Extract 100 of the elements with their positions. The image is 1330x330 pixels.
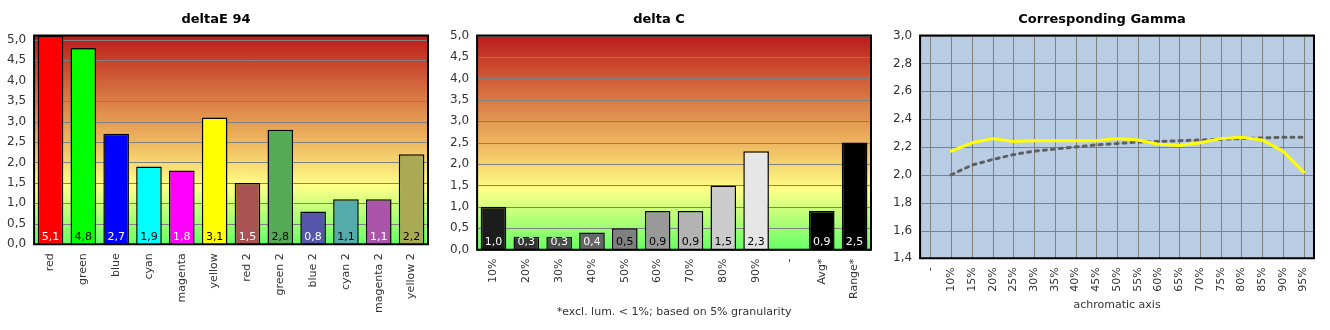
- x-tick-label: 80%: [716, 258, 730, 284]
- data-label: 1,5: [714, 235, 733, 248]
- y-tick-label: 0,5: [6, 215, 27, 230]
- x-tick-label: 95%: [1296, 267, 1310, 292]
- x-tick-label: red 2: [240, 253, 254, 282]
- x-tick-label: -: [781, 258, 795, 263]
- x-tick-label: blue: [109, 253, 123, 278]
- y-tick-label: 2,8: [892, 55, 913, 70]
- data-label: 0,4: [583, 235, 601, 248]
- y-tick-label: 0,0: [449, 241, 470, 256]
- data-label: 1,0: [484, 235, 503, 248]
- x-tick-label: 90%: [1275, 267, 1289, 292]
- x-tick-label: magenta: [174, 253, 188, 303]
- y-tick-label: 1,4: [892, 250, 913, 265]
- y-tick-label: 2,0: [892, 166, 913, 181]
- x-tick-label: 65%: [1172, 267, 1186, 292]
- data-label: 0,9: [681, 235, 700, 248]
- data-label: 2,2: [402, 229, 421, 243]
- data-label: 2,3: [747, 235, 765, 248]
- x-tick-label: 55%: [1130, 267, 1144, 292]
- data-label: 1,8: [173, 229, 191, 243]
- x-tick-label: 70%: [1192, 267, 1206, 292]
- y-tick-label: 4,5: [449, 49, 470, 64]
- y-tick-label: 2,0: [6, 154, 27, 169]
- y-tick-label: 0,0: [6, 236, 27, 251]
- y-tick-label: 1,5: [6, 175, 27, 190]
- x-tick-label: 35%: [1047, 267, 1061, 292]
- x-tick-label: 50%: [617, 258, 631, 284]
- y-tick-label: 4,0: [6, 72, 27, 87]
- x-tick-label: yellow: [207, 253, 221, 289]
- data-label: 5,1: [41, 229, 60, 243]
- x-tick-label: -: [923, 267, 937, 272]
- y-tick-label: 5,0: [6, 31, 27, 46]
- data-label: 3,1: [205, 229, 224, 243]
- x-tick-label: blue 2: [305, 253, 319, 288]
- data-label: 0,9: [813, 235, 831, 248]
- x-tick-label: 60%: [1151, 267, 1165, 292]
- x-tick-label: 50%: [1109, 267, 1123, 292]
- text: *excl. lum. < 1%; based on 5% granularity: [556, 305, 792, 319]
- y-tick-label: 3,5: [6, 93, 27, 108]
- y-tick-label: 2,5: [449, 134, 470, 149]
- y-tick-label: 4,5: [6, 52, 27, 67]
- x-tick-label: 20%: [985, 267, 999, 292]
- data-label: 2,5: [845, 235, 864, 248]
- x-tick-label: 40%: [584, 258, 598, 284]
- x-tick-label: 30%: [1026, 267, 1040, 292]
- y-tick-label: 1,0: [6, 195, 27, 210]
- y-tick-label: 3,0: [892, 27, 913, 42]
- y-tick-label: 4,0: [449, 70, 470, 85]
- y-tick-label: 1,0: [449, 198, 470, 213]
- x-tick-label: green: [76, 253, 90, 286]
- y-tick-label: 3,0: [449, 113, 470, 128]
- x-tick-label: 80%: [1234, 267, 1248, 292]
- y-tick-label: 1,5: [449, 177, 470, 192]
- x-tick-label: 60%: [650, 258, 664, 284]
- data-label: 0,8: [304, 229, 322, 243]
- x-tick-label: magenta 2: [371, 253, 385, 314]
- chart-title: deltaE 94: [181, 11, 251, 27]
- x-tick-label: Avg*: [814, 258, 828, 285]
- x-tick-label: 15%: [964, 267, 978, 292]
- x-tick-label: 90%: [748, 258, 762, 284]
- y-tick-label: 3,0: [6, 113, 27, 128]
- data-label: 1,1: [370, 229, 388, 243]
- y-tick-label: 0,5: [449, 220, 470, 235]
- y-tick-label: 2,6: [892, 83, 913, 98]
- x-tick-label: 40%: [1068, 267, 1082, 292]
- x-axis-title: achromatic axis: [1073, 298, 1161, 312]
- data-label: 1,9: [140, 229, 158, 243]
- y-tick-label: 3,5: [449, 91, 470, 106]
- chart-title: delta C: [633, 11, 685, 27]
- y-tick-label: 2,5: [6, 134, 27, 149]
- x-tick-label: yellow 2: [404, 253, 418, 299]
- x-tick-label: 30%: [552, 258, 566, 284]
- data-label: 0,5: [616, 235, 634, 248]
- x-tick-label: red: [43, 253, 57, 272]
- y-tick-label: 5,0: [449, 27, 470, 42]
- data-label: 1,5: [238, 229, 257, 243]
- x-tick-label: cyan: [141, 253, 155, 280]
- x-tick-label: 10%: [486, 258, 500, 284]
- x-tick-label: Range*: [847, 258, 861, 300]
- y-tick-label: 1,8: [892, 194, 913, 209]
- data-label: 1,1: [337, 229, 355, 243]
- x-tick-label: cyan 2: [338, 253, 352, 291]
- x-tick-label: 10%: [944, 267, 958, 292]
- y-tick-label: 2,0: [449, 156, 470, 171]
- y-tick-label: 2,2: [892, 139, 913, 154]
- data-label: 2,8: [271, 229, 290, 243]
- chart-title: Corresponding Gamma: [1018, 11, 1186, 27]
- x-tick-label: green 2: [273, 253, 287, 296]
- data-label: 2,7: [107, 229, 125, 243]
- data-label: 0,9: [648, 235, 667, 248]
- y-tick-label: 1,6: [892, 222, 913, 237]
- x-tick-label: 25%: [1006, 267, 1020, 292]
- data-label: 0,3: [517, 235, 536, 248]
- x-tick-label: 85%: [1255, 267, 1269, 292]
- data-label: 4,8: [74, 229, 93, 243]
- x-tick-label: 75%: [1213, 267, 1227, 292]
- x-tick-label: 20%: [519, 258, 533, 284]
- x-tick-label: 45%: [1089, 267, 1103, 292]
- x-tick-label: 70%: [683, 258, 697, 284]
